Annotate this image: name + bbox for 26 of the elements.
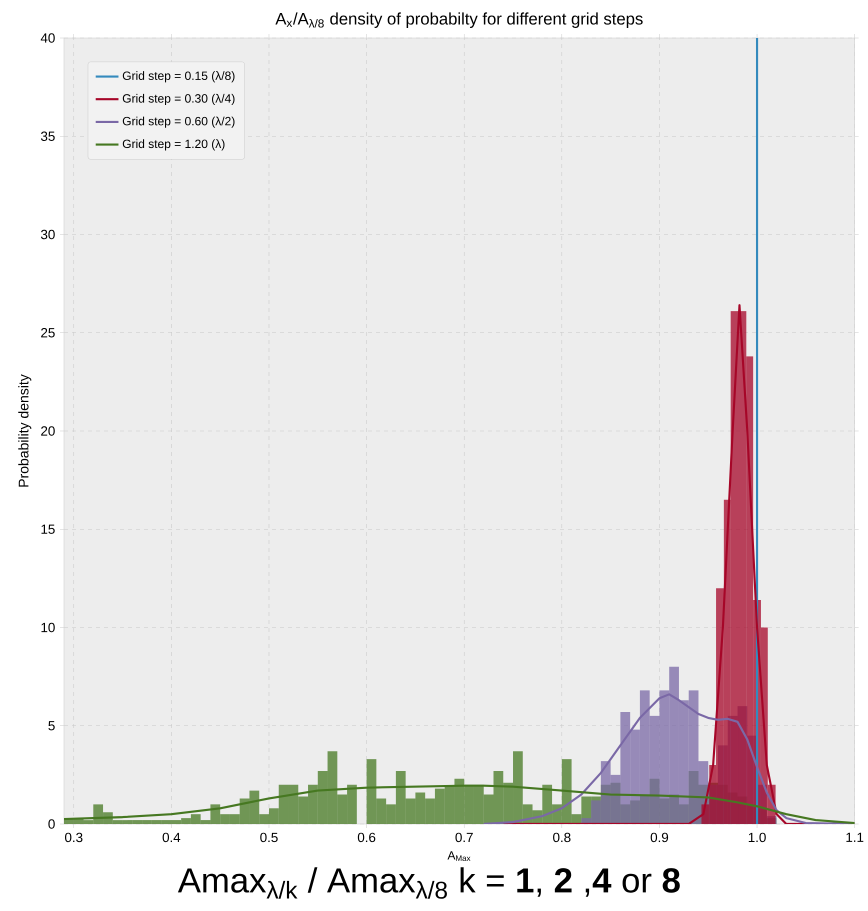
chart-title: A$_{x}$/A$_{λ/8}$ density of probabilty for different grid steps [275, 12, 642, 28]
x-tick-label: 0.7 [455, 832, 473, 842]
y-tick-label: 20 [40, 426, 55, 436]
x-tick-label: 0.8 [552, 832, 570, 842]
legend-label: Grid step = 0.30 (λ/4) [122, 94, 234, 106]
x-tick-label: 1.1 [846, 832, 864, 842]
y-tick-label: 40 [40, 33, 55, 43]
y-axis-title: Probability density [18, 374, 32, 487]
x-tick-label: 0.5 [260, 832, 278, 842]
y-tick-label: 0 [48, 819, 55, 829]
x-tick-label: 1.0 [748, 832, 766, 842]
text: Amax$_{λ/k}$ / Amax$_{λ/8}$ k = 1, 2 ,4 or 8 [178, 867, 680, 899]
y-tick-label: 5 [48, 721, 55, 730]
y-tick-label: 25 [40, 328, 55, 338]
y-tick-label: 10 [41, 622, 55, 632]
legend-label: Grid step = 0.60 (λ/2) [122, 116, 234, 128]
legend-label: Grid step = 0.15 (λ/8) [122, 71, 234, 82]
x-axis-title: A$_{Max}$ [447, 851, 470, 862]
x-tick-label: 0.9 [650, 832, 668, 842]
y-tick-label: 35 [40, 132, 55, 141]
y-tick-label: 30 [40, 230, 55, 240]
x-tick-label: 0.3 [64, 832, 82, 842]
legend-label: Grid step = 1.20 (λ) [122, 139, 224, 150]
x-tick-label: 0.6 [358, 832, 376, 842]
x-tick-label: 0.4 [162, 832, 180, 842]
y-tick-label: 15 [41, 524, 55, 534]
